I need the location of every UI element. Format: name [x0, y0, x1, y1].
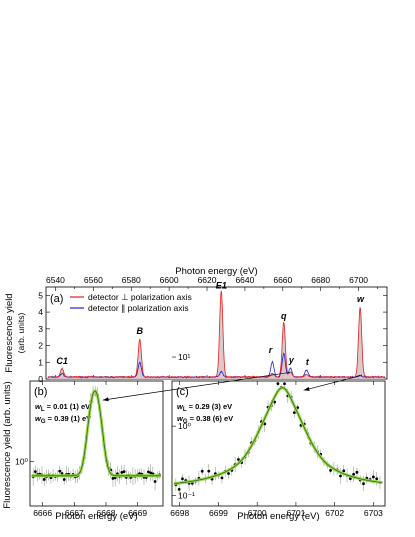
- panel-c-xtick-label: 6703: [364, 508, 383, 518]
- panel-b-point: [60, 472, 64, 475]
- panel-c-frame: [171, 380, 386, 507]
- peak-label-y: y: [288, 355, 295, 365]
- panel-b-xtick-label: 6667: [65, 508, 84, 518]
- panel-a-label: (a): [50, 293, 63, 305]
- panel-c-ytick-label: 10⁰: [178, 421, 191, 431]
- panel-c-point: [375, 477, 379, 481]
- panel-c-point: [283, 382, 286, 386]
- arrow-to-panel-b: [102, 371, 291, 401]
- legend-par-label: detector ∥ polarization axis: [88, 303, 189, 313]
- panel-b-xtick-label: 6669: [128, 508, 147, 518]
- panel-a-ylabel: Fluorescence yield: [4, 293, 15, 372]
- panel-c-point: [362, 482, 365, 486]
- panel-c-point: [371, 475, 375, 479]
- panel-b-wg-text: wG = 0.39 (1) eV: [35, 414, 91, 425]
- panel-a-ylabel-units: (arb. units): [16, 313, 26, 354]
- panel-c-xtick-label: 6698: [170, 508, 189, 518]
- panel-c-xtick-label: 6701: [286, 508, 305, 518]
- panel-c-xtick-label: 6699: [209, 508, 228, 518]
- panel-a-xtick-label: 6580: [122, 275, 141, 285]
- peak-label-t: t: [306, 357, 310, 367]
- panel-c-fit-line: [173, 387, 383, 484]
- panel-a-ytick-label: 3: [38, 324, 43, 334]
- panel-a-ytick-label: 5: [38, 290, 43, 300]
- panel-a-xtick-label: 6680: [311, 275, 330, 285]
- panel-b-point: [120, 471, 124, 474]
- panel-a-xtick-label: 6560: [84, 275, 103, 285]
- panel-a-ytick-label: 0: [38, 374, 43, 384]
- series-perpendicular-line: [47, 290, 386, 379]
- panel-b-label: (b): [34, 386, 47, 398]
- panel-b-ylabel: Fluorescence yield (arb. units): [2, 381, 13, 508]
- panel-c-point: [292, 411, 296, 415]
- panel-b-xtick-label: 6668: [97, 508, 116, 518]
- arrow-to-panel-c-head: [303, 386, 310, 391]
- series-parallel-line: [47, 352, 386, 379]
- panel-a-xtick-label: 6600: [160, 275, 179, 285]
- legend-perp-label: detector ⊥ polarization axis: [88, 292, 192, 302]
- panel-b-point: [122, 470, 126, 473]
- panel-b-xtick-label: 6666: [33, 508, 52, 518]
- panel-a-xtick-label: 6700: [349, 275, 368, 285]
- panel-c-xtick-label: 6702: [325, 508, 344, 518]
- panel-c-point: [352, 472, 356, 476]
- panel-a-xtick-label: 6640: [235, 275, 254, 285]
- panel-c-point: [181, 477, 184, 481]
- panel-b-frame: [29, 380, 164, 507]
- panel-a-ytick-label: 2: [38, 341, 43, 351]
- panel-b-point: [58, 469, 62, 473]
- panel-c-point: [177, 487, 181, 491]
- panel-b-point: [42, 478, 46, 481]
- arrow-to-panel-b-head: [102, 397, 109, 402]
- panel-b-fit-line: [31, 390, 161, 477]
- panel-c-point: [355, 470, 359, 474]
- panel-c-point: [220, 476, 224, 480]
- panel-b-point: [111, 477, 115, 480]
- panel-b-wl-text: wL = 0.01 (1) eV: [35, 402, 90, 413]
- panel-c-xlabel: Photon energy (eV): [237, 511, 319, 522]
- peak-label-C1: C1: [56, 356, 68, 366]
- panel-c-point: [237, 458, 240, 461]
- panel-b-xlabel: Photon energy (eV): [55, 511, 137, 522]
- panel-c-point: [342, 469, 346, 473]
- panel-c-wg-text: wG = 0.38 (6) eV: [177, 414, 233, 425]
- panel-b-ytick-label: 10⁰: [15, 456, 28, 466]
- panel-c-point: [227, 472, 230, 475]
- panel-a-xtick-label: 6540: [46, 275, 65, 285]
- panel-c-xtick-label: 6700: [248, 508, 267, 518]
- peak-label-E1: E1: [216, 281, 227, 291]
- peak-label-w: w: [357, 294, 365, 304]
- panel-a-xlabel: Photon energy (eV): [175, 266, 257, 277]
- panel-c-point: [207, 469, 211, 473]
- panel-b-point: [147, 470, 150, 474]
- panel-c-point: [200, 469, 204, 473]
- peak-label-B: B: [137, 326, 144, 336]
- arrow-to-panel-c: [303, 375, 361, 391]
- panel-a-ytick-label: 4: [38, 307, 43, 317]
- peak-label-q: q: [281, 311, 287, 321]
- panel-b-point: [62, 478, 66, 481]
- panel-c-wl-text: wL = 0.29 (3) eV: [177, 402, 232, 413]
- panel-c-point: [329, 469, 332, 472]
- panel-b-point: [149, 471, 153, 475]
- panel-c-point: [276, 382, 280, 386]
- panel-b-point: [153, 480, 157, 483]
- panel-c-ytick-label: 10⁻¹: [178, 490, 195, 500]
- panel-a-xtick-label: 6660: [273, 275, 292, 285]
- panel-b-point: [33, 470, 37, 474]
- panel-a-ytick-label: 1: [38, 357, 43, 367]
- panel-a-xtick-label: 6620: [198, 275, 217, 285]
- panel-c-ytick-label: 10¹: [178, 352, 190, 362]
- panel-c-point: [339, 474, 342, 478]
- peak-label-r: r: [269, 345, 273, 355]
